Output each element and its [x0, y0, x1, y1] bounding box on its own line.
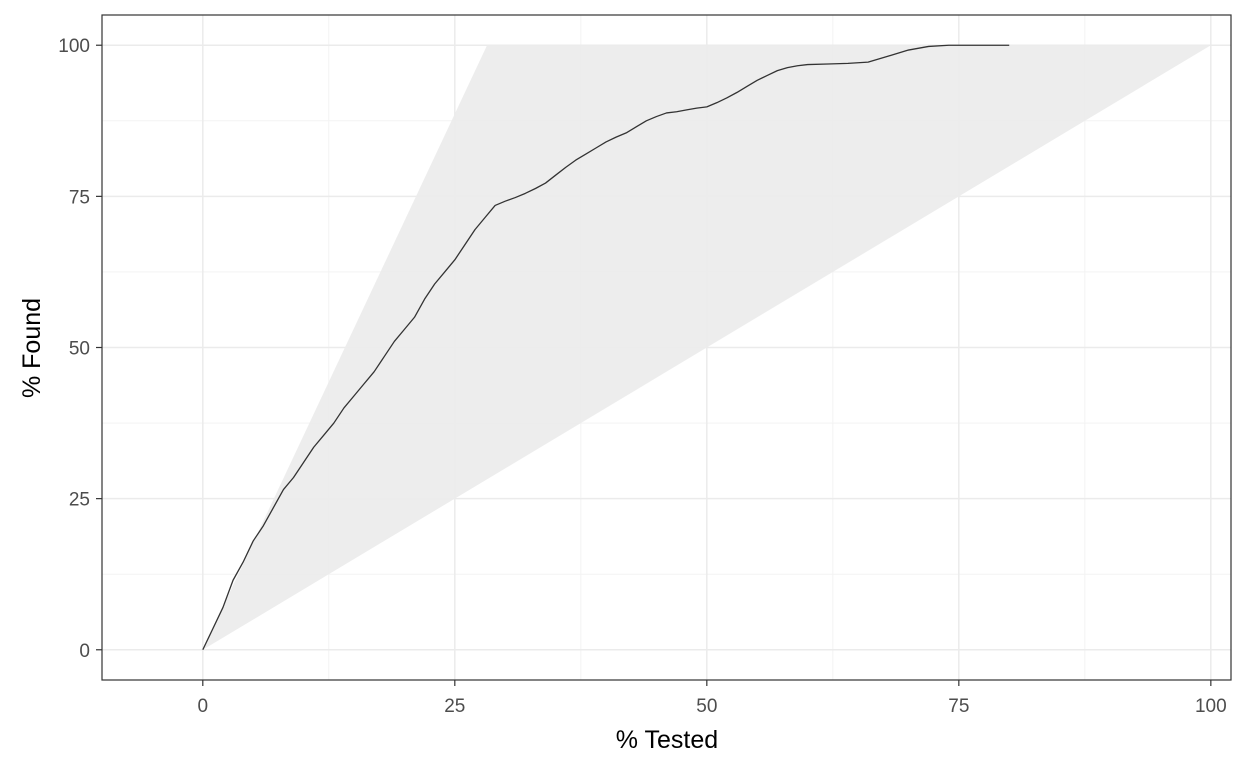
x-tick-label: 0 — [198, 696, 209, 717]
y-tick-label: 75 — [69, 187, 90, 208]
band-layer — [202, 45, 1211, 650]
x-tick-label: 100 — [1195, 696, 1227, 717]
x-axis-title: % Tested — [616, 726, 718, 754]
y-tick-label: 100 — [58, 36, 90, 57]
reference-band — [202, 45, 1211, 650]
y-tick-label: 0 — [79, 641, 90, 662]
line-layer — [202, 44, 1010, 651]
tick-layer: 0 25 50 75 100 0 25 50 75 100 — [58, 36, 1226, 717]
y-tick-label: 50 — [69, 339, 90, 360]
x-tick-label: 75 — [948, 696, 969, 717]
x-tick-label: 50 — [696, 696, 717, 717]
y-axis-title: % Found — [18, 298, 46, 398]
gains-line-series-0 — [202, 44, 1010, 651]
y-tick-label: 25 — [69, 490, 90, 511]
x-tick-label: 25 — [444, 696, 465, 717]
